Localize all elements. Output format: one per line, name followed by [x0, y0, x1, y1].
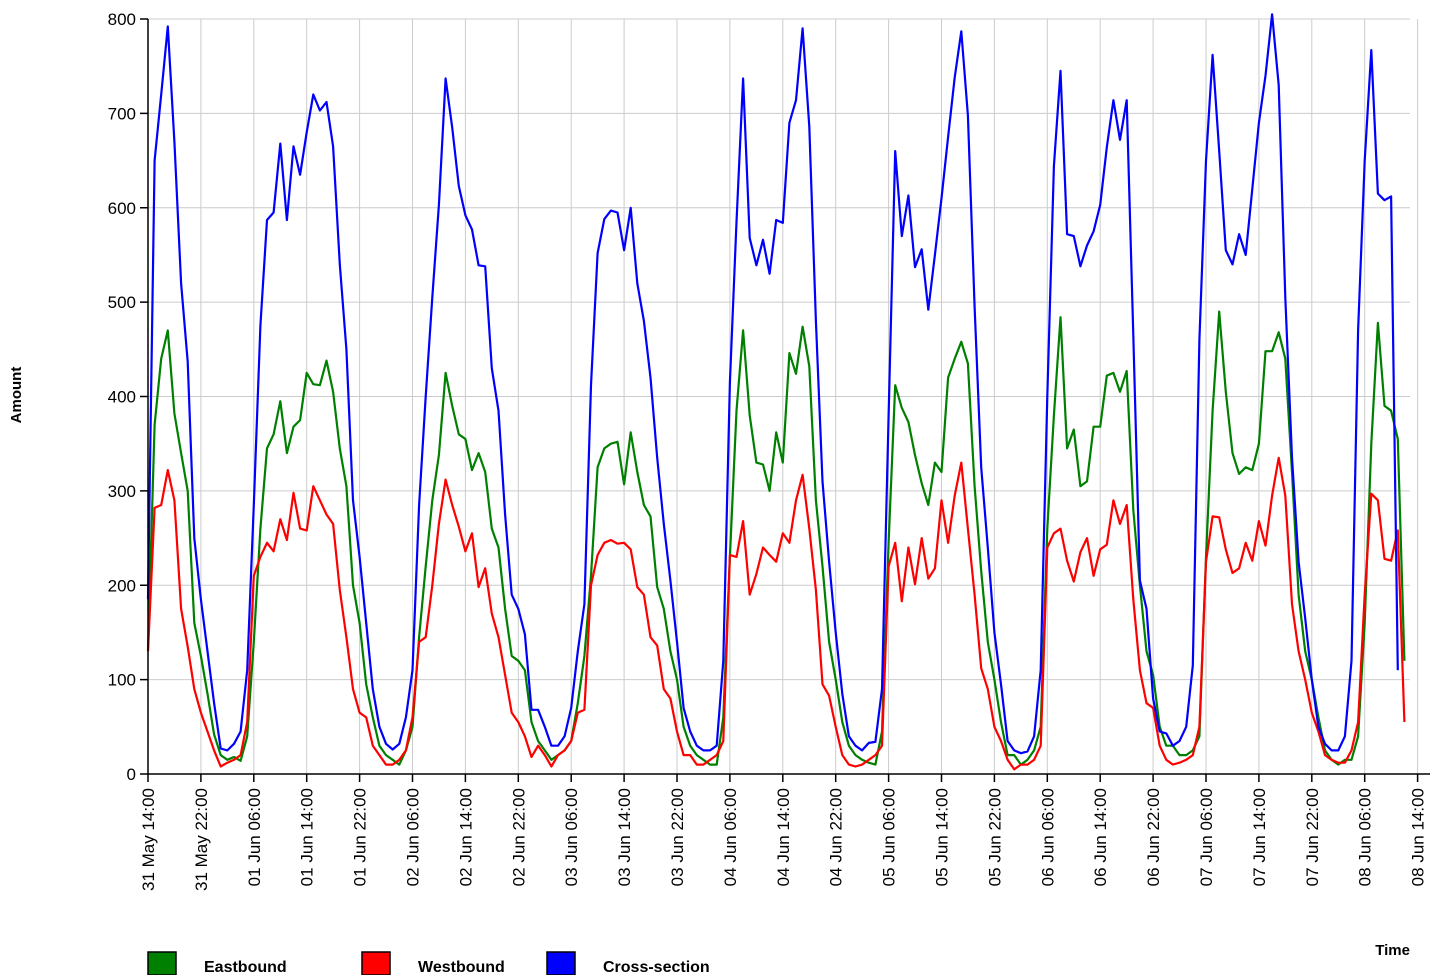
y-tick-label: 300 — [108, 482, 136, 501]
x-tick-label: 08 Jun 06:00 — [1356, 788, 1375, 886]
x-tick-label: 05 Jun 22:00 — [985, 788, 1004, 886]
x-tick-label: 31 May 14:00 — [139, 788, 158, 891]
y-tick-label: 0 — [127, 765, 136, 784]
x-tick-label: 06 Jun 14:00 — [1091, 788, 1110, 886]
series-lines — [146, 13, 1406, 771]
x-tick-label: 06 Jun 06:00 — [1038, 788, 1057, 886]
legend: Eastbound Westbound Cross-section — [147, 951, 710, 976]
x-tick-label: 02 Jun 14:00 — [456, 788, 475, 886]
x-tick-label: 31 May 22:00 — [192, 788, 211, 891]
axes: 0 100 200 300 400 500 600 700 800 31 May 14:00 31 … — [108, 10, 1430, 891]
legend-swatch — [147, 951, 177, 976]
legend-swatch — [546, 951, 576, 976]
legend-swatch — [361, 951, 391, 976]
legend-item: Westbound — [361, 951, 505, 976]
x-tick-label: 07 Jun 22:00 — [1303, 788, 1322, 886]
x-tick-label: 03 Jun 14:00 — [615, 788, 634, 886]
x-tick-label: 05 Jun 06:00 — [880, 788, 899, 886]
x-tick-label: 02 Jun 06:00 — [404, 788, 423, 886]
y-tick-label: 600 — [108, 199, 136, 218]
x-tick-label: 03 Jun 22:00 — [668, 788, 687, 886]
x-axis-title: Time — [1375, 942, 1410, 959]
y-tick-label: 700 — [108, 104, 136, 123]
x-tick-label: 01 Jun 06:00 — [245, 788, 264, 886]
series-line-eastbound — [146, 310, 1406, 766]
y-tick-label: 100 — [108, 671, 136, 690]
legend-label: Westbound — [418, 959, 505, 975]
series-line-cross-section — [146, 13, 1399, 755]
x-tick-label: 07 Jun 14:00 — [1250, 788, 1269, 886]
x-tick-label: 04 Jun 06:00 — [721, 788, 740, 886]
x-tick-label: 06 Jun 22:00 — [1144, 788, 1163, 886]
x-tick-label: 07 Jun 06:00 — [1197, 788, 1216, 886]
legend-item: Cross-section — [546, 951, 710, 976]
x-tick-label: 01 Jun 14:00 — [298, 788, 317, 886]
x-tick-label: 01 Jun 22:00 — [351, 788, 370, 886]
y-tick-label: 800 — [108, 10, 136, 29]
series-line-westbound — [146, 456, 1406, 771]
x-tick-label: 02 Jun 22:00 — [509, 788, 528, 886]
x-tick-label: 03 Jun 06:00 — [562, 788, 581, 886]
y-tick-label: 500 — [108, 293, 136, 312]
x-tick-label: 08 Jun 14:00 — [1409, 788, 1428, 886]
x-tick-label: 04 Jun 22:00 — [827, 788, 846, 886]
x-tick-label: 05 Jun 14:00 — [933, 788, 952, 886]
x-tick-label: 04 Jun 14:00 — [774, 788, 793, 886]
legend-label: Cross-section — [603, 959, 710, 975]
legend-label: Eastbound — [204, 959, 287, 975]
y-tick-label: 200 — [108, 576, 136, 595]
y-axis-title: Amount — [8, 367, 25, 424]
y-tick-label: 400 — [108, 388, 136, 407]
legend-item: Eastbound — [147, 951, 287, 976]
